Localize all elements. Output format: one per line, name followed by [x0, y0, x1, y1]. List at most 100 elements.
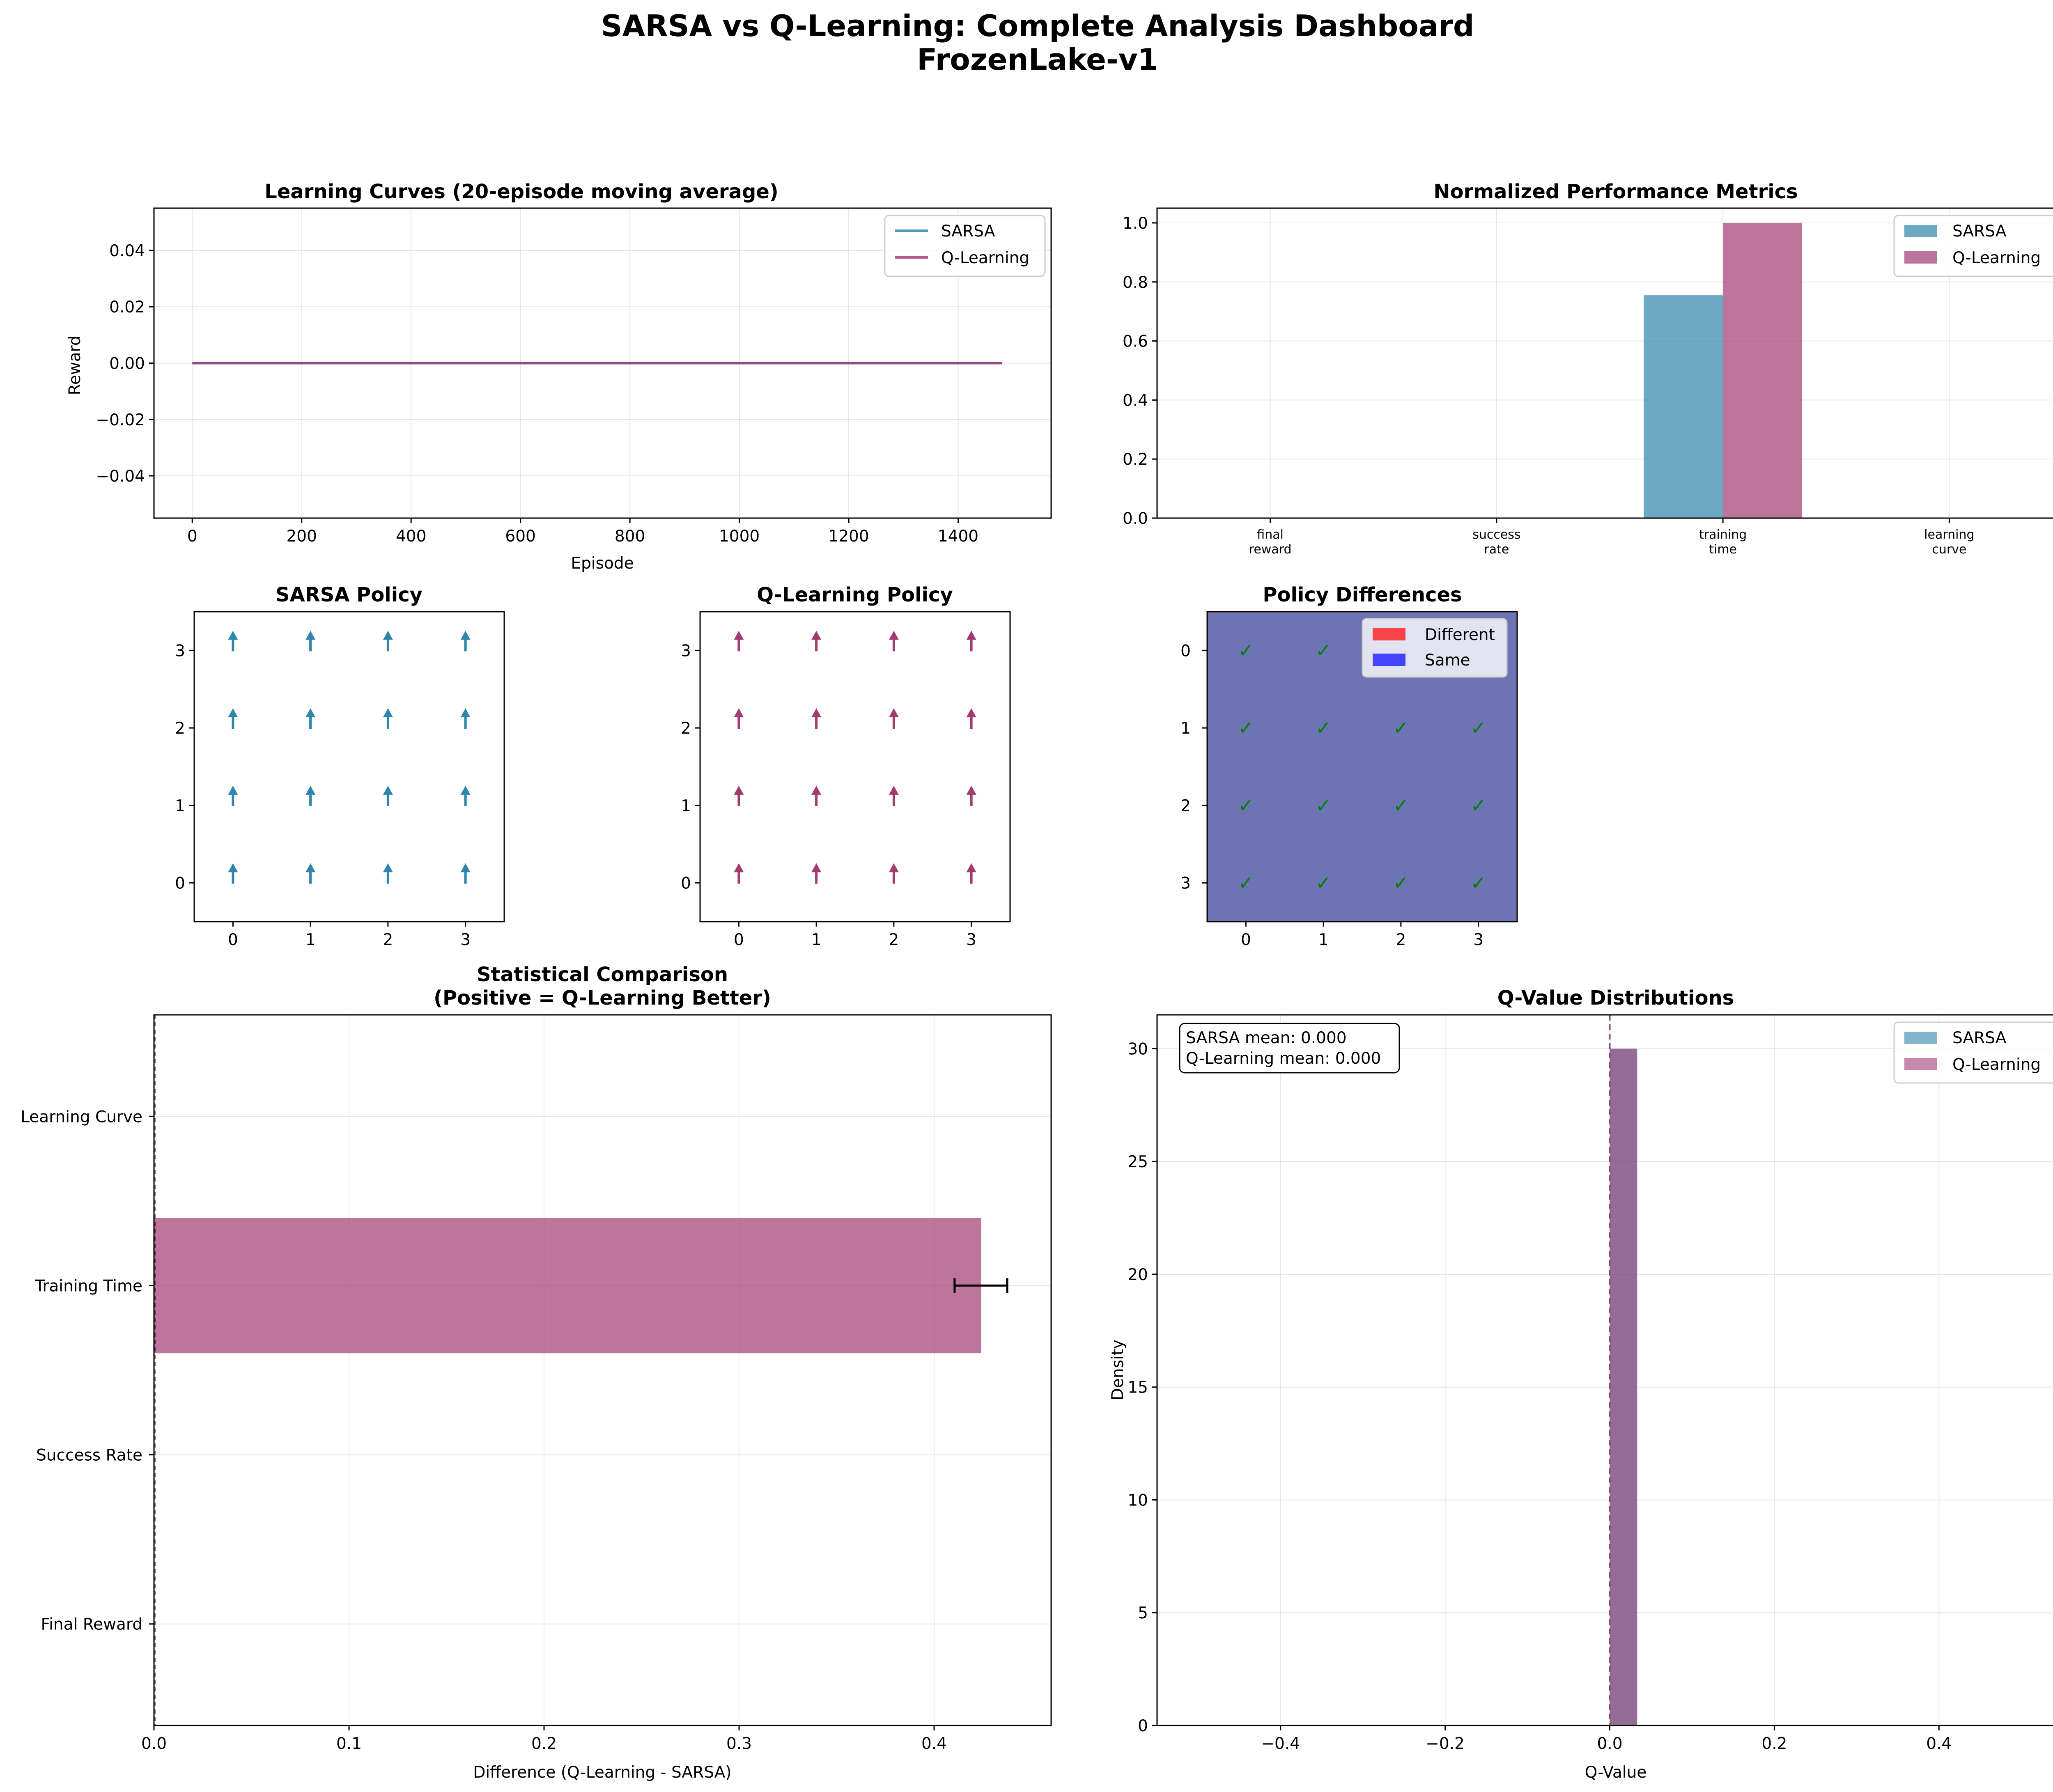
heatmap-cell: [1362, 766, 1440, 844]
y-tick-label: 0: [681, 874, 691, 893]
policy-arrow-up: [811, 785, 822, 806]
heatmap-cell: [1284, 766, 1363, 844]
y-tick-label: 0.8: [1123, 273, 1148, 292]
normalized-metrics-panel: Normalized Performance Metrics 0.0 0.2 0.4…: [1123, 180, 2053, 557]
statistical-comparison-subtitle: (Positive = Q-Learning Better): [434, 987, 771, 1010]
x-tick-label: 1: [305, 931, 316, 949]
policy-arrow-up: [305, 631, 316, 652]
policy-arrow-up: [966, 708, 976, 729]
y-tick-label: 0.00: [109, 355, 145, 373]
same-action-checkmark: ✓: [1470, 872, 1486, 894]
y-tick-label: 1.0: [1123, 214, 1148, 233]
qlearning-policy-title: Q-Learning Policy: [757, 583, 953, 606]
policy-arrow-up: [383, 863, 393, 884]
y-tick-label: 2: [1180, 797, 1191, 815]
heatmap-cell: [1362, 689, 1440, 767]
y-tick-label: 0.0: [1123, 509, 1148, 528]
x-tick-label: 1400: [938, 527, 978, 546]
x-tick-label: 3: [1473, 931, 1483, 949]
qvalue-distributions-panel: Q-Value Distributions −0.4 −0.2 0.0 0.2 0.4 0…: [1109, 987, 2053, 1782]
policy-arrow-up: [460, 785, 471, 806]
heatmap-cell: [1440, 766, 1518, 844]
statistical-comparison-xlabel: Difference (Q-Learning - SARSA): [473, 1763, 731, 1782]
x-tick-label: 0.0: [1597, 1735, 1622, 1753]
figure-subtitle: FrozenLake-v1: [917, 42, 1158, 77]
sarsa-policy-panel: SARSA Policy 0 0 1 1 2 2 3 3: [175, 583, 505, 949]
policy-arrow-up: [966, 631, 976, 652]
heatmap-cell: [1440, 844, 1518, 922]
same-action-checkmark: ✓: [1238, 717, 1254, 739]
y-tick-label: 0: [1180, 642, 1191, 660]
x-tick-label: 0: [187, 527, 197, 546]
policy-arrow-up: [460, 863, 471, 884]
y-tick-label: 0.04: [109, 242, 145, 260]
same-action-checkmark: ✓: [1393, 872, 1409, 894]
legend-qlearning-label: Q-Learning: [1952, 249, 2041, 267]
y-tick-label: 5: [1138, 1604, 1148, 1622]
y-tick-label: 0: [175, 874, 185, 893]
qlearning-mean-label: Q-Learning mean: 0.000: [1186, 1049, 1381, 1068]
y-tick-label: 1: [175, 797, 185, 815]
statistical-comparison-title: Statistical Comparison: [477, 963, 728, 986]
x-tick-label: 0: [228, 931, 238, 949]
y-tick-label: −0.04: [96, 467, 145, 486]
x-tick-label: 1: [811, 931, 822, 949]
policy-arrow-up: [966, 863, 976, 884]
legend-sarsa-label: SARSA: [1952, 1029, 2007, 1047]
same-action-checkmark: ✓: [1393, 794, 1409, 817]
histogram-bar-qlearning: [1610, 1049, 1637, 1725]
x-tick-label: 1200: [828, 527, 869, 546]
legend-sarsa-swatch: [1904, 225, 1937, 237]
sarsa-mean-label: SARSA mean: 0.000: [1186, 1029, 1347, 1047]
category-label: Success Rate: [36, 1446, 142, 1465]
policy-arrow-up: [228, 863, 238, 884]
policy-arrow-up: [734, 631, 744, 652]
y-tick-label: −0.02: [96, 411, 145, 429]
x-tick-label: 3: [460, 931, 471, 949]
category-label: Learning Curve: [21, 1108, 142, 1126]
x-tick-label: 0: [734, 931, 744, 949]
learning-curves-title: Learning Curves (20-episode moving avera…: [264, 180, 778, 203]
bar-qlearning: [1723, 223, 1803, 518]
x-tick-label: 1: [1318, 931, 1329, 949]
policy-arrow-up: [305, 863, 316, 884]
policy-arrow-up: [460, 631, 471, 652]
same-action-checkmark: ✓: [1316, 639, 1332, 661]
learning-curves-legend: SARSA Q-Learning: [884, 215, 1046, 277]
same-action-checkmark: ✓: [1238, 794, 1254, 817]
difference-bar: [154, 1218, 981, 1354]
statistical-comparison-panel: Statistical Comparison (Positive = Q-Lea…: [21, 963, 1052, 1782]
x-tick-label: 0.2: [1761, 1735, 1787, 1753]
qvalue-distributions-ylabel: Density: [1109, 1340, 1127, 1400]
y-tick-label: 3: [175, 642, 185, 660]
x-tick-label: −0.4: [1261, 1735, 1300, 1753]
policy-arrow-up: [228, 631, 238, 652]
sarsa-policy-title: SARSA Policy: [276, 583, 423, 606]
y-tick-label: 3: [681, 642, 691, 660]
heatmap-cell: [1207, 612, 1285, 690]
x-tick-label: 2: [889, 931, 899, 949]
policy-arrow-up: [460, 708, 471, 729]
legend-qlearning-label: Q-Learning: [1952, 1055, 2041, 1074]
legend-same-swatch: [1373, 654, 1405, 666]
y-tick-label: 2: [175, 719, 185, 738]
qvalue-distributions-legend: SARSA Q-Learning: [1893, 1021, 2053, 1084]
x-tick-label: 0.1: [336, 1735, 362, 1753]
x-tick-label: 1000: [719, 527, 760, 546]
legend-qlearning-label: Q-Learning: [941, 249, 1029, 267]
policy-arrow-up: [734, 863, 744, 884]
heatmap-cell: [1284, 612, 1363, 690]
policy-arrow-up: [734, 785, 744, 806]
normalized-metrics-title: Normalized Performance Metrics: [1433, 180, 1798, 203]
policy-arrow-up: [889, 631, 899, 652]
y-tick-label: 0.4: [1123, 391, 1148, 410]
category-label: reward: [1249, 542, 1292, 557]
heatmap-cell: [1207, 844, 1285, 922]
x-tick-label: 0.0: [141, 1735, 167, 1753]
qvalue-stats-box: SARSA mean: 0.000 Q-Learning mean: 0.000: [1179, 1023, 1400, 1074]
category-label: time: [1709, 542, 1737, 557]
category-label: Training Time: [34, 1277, 142, 1295]
x-tick-label: 800: [615, 527, 645, 546]
x-tick-label: 0.4: [1926, 1735, 1952, 1753]
